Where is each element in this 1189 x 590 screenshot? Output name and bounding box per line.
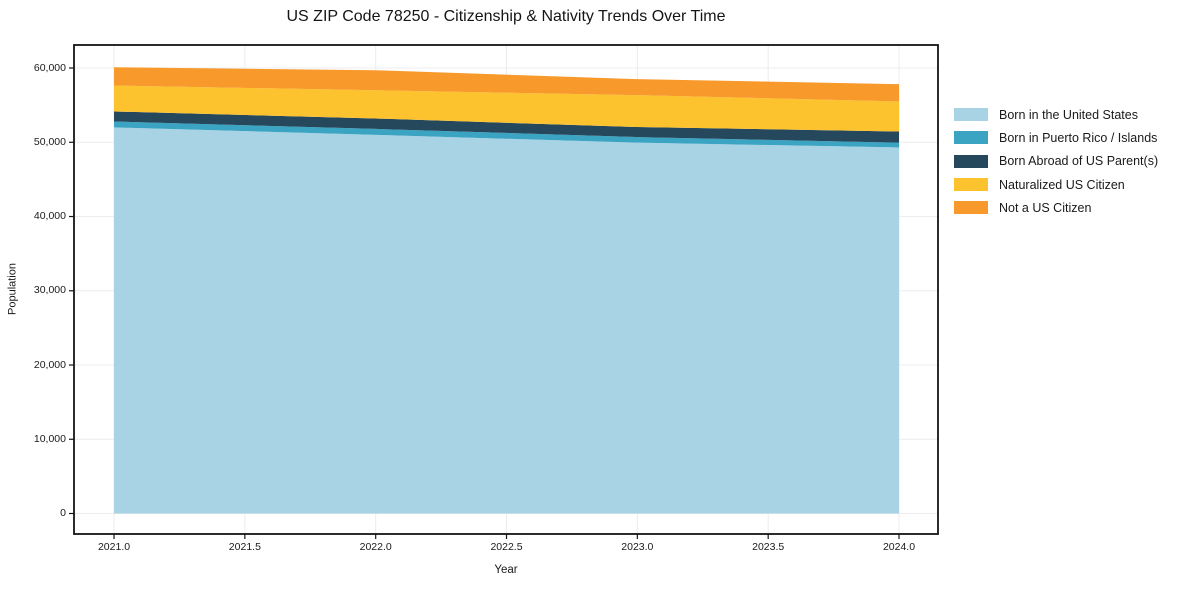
legend: Born in the United States Born in Puerto …	[954, 103, 1158, 219]
legend-swatch	[954, 154, 988, 168]
legend-swatch	[954, 201, 988, 215]
legend-label: Born in the United States	[999, 107, 1138, 122]
area-series	[114, 111, 900, 143]
x-tick-label: 2022.5	[490, 541, 523, 553]
x-tick-label: 2023.5	[752, 541, 785, 553]
legend-item: Naturalized US Citizen	[954, 173, 1158, 196]
y-tick-label: 40,000	[33, 210, 66, 222]
legend-swatch	[954, 178, 988, 192]
y-tick-label: 20,000	[33, 358, 66, 371]
x-tick-label: 2024.0	[882, 541, 916, 553]
y-tick-label: 0	[60, 507, 66, 519]
legend-swatch	[954, 108, 988, 122]
legend-label: Born Abroad of US Parent(s)	[999, 154, 1159, 169]
plot-area	[69, 44, 939, 539]
area-series	[114, 67, 900, 102]
legend-label: Born in Puerto Rico / Islands	[999, 130, 1158, 145]
chart-title: US ZIP Code 78250 - Citizenship & Nativi…	[286, 8, 726, 25]
y-tick-label: 10,000	[33, 432, 66, 445]
area-series	[114, 121, 900, 148]
area-series	[114, 85, 900, 132]
legend-swatch	[954, 131, 988, 145]
x-tick-label: 2023.0	[621, 541, 654, 553]
x-tick-label: 2021.0	[97, 541, 131, 553]
x-tick-label: 2021.5	[228, 541, 261, 553]
legend-label: Naturalized US Citizen	[999, 177, 1125, 192]
area-series	[114, 127, 900, 514]
chart-canvas	[69, 44, 939, 539]
legend-item: Not a US Citizen	[954, 196, 1158, 219]
x-axis-label: Year	[494, 564, 518, 576]
x-tick-label: 2022.0	[359, 541, 392, 553]
y-tick-label: 60,000	[33, 61, 66, 74]
legend-item: Born in the United States	[954, 103, 1158, 126]
legend-label: Not a US Citizen	[999, 200, 1092, 215]
y-tick-label: 50,000	[33, 135, 66, 148]
legend-item: Born Abroad of US Parent(s)	[954, 150, 1158, 173]
y-tick-label: 30,000	[33, 284, 66, 297]
legend-item: Born in Puerto Rico / Islands	[954, 126, 1158, 149]
